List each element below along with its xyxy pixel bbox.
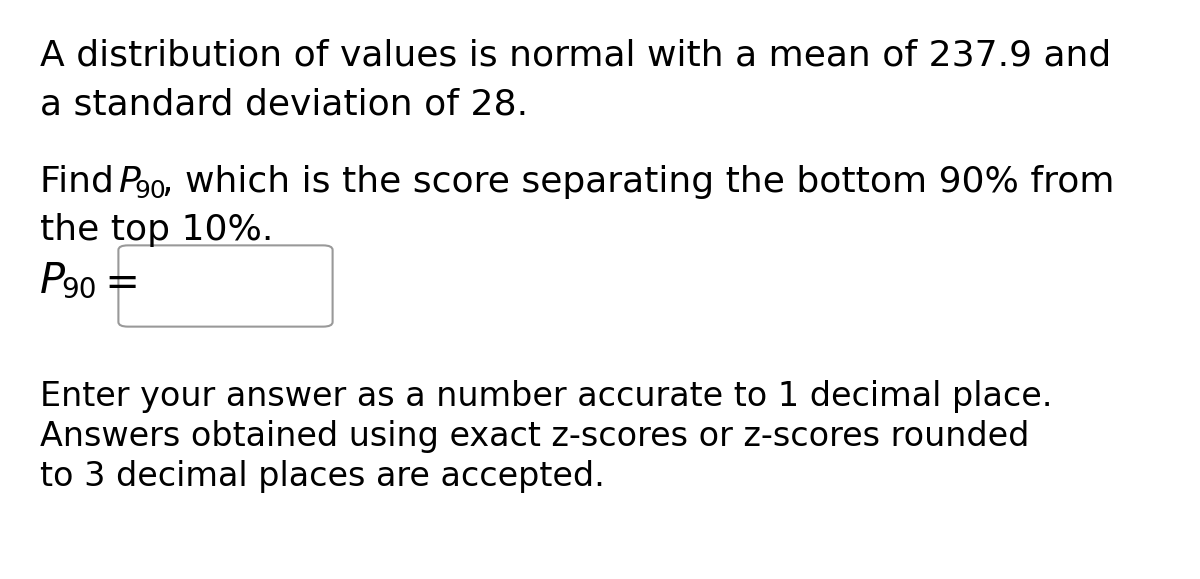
Text: the top 10%.: the top 10%.	[40, 213, 274, 247]
Text: to 3 decimal places are accepted.: to 3 decimal places are accepted.	[40, 460, 605, 493]
Text: Find: Find	[40, 165, 125, 199]
Text: Answers obtained using exact z-scores or z-scores rounded: Answers obtained using exact z-scores or…	[40, 420, 1030, 453]
Text: Enter your answer as a number accurate to 1 decimal place.: Enter your answer as a number accurate t…	[40, 380, 1052, 413]
Text: , which is the score separating the bottom 90% from: , which is the score separating the bott…	[162, 165, 1115, 199]
Text: A distribution of values is normal with a mean of 237.9 and: A distribution of values is normal with …	[40, 38, 1111, 72]
Text: P: P	[40, 260, 65, 302]
Text: a standard deviation of 28.: a standard deviation of 28.	[40, 88, 528, 122]
Text: 90: 90	[134, 179, 166, 203]
Text: =: =	[92, 262, 140, 304]
Text: P: P	[118, 165, 139, 199]
Text: 90: 90	[61, 276, 96, 304]
